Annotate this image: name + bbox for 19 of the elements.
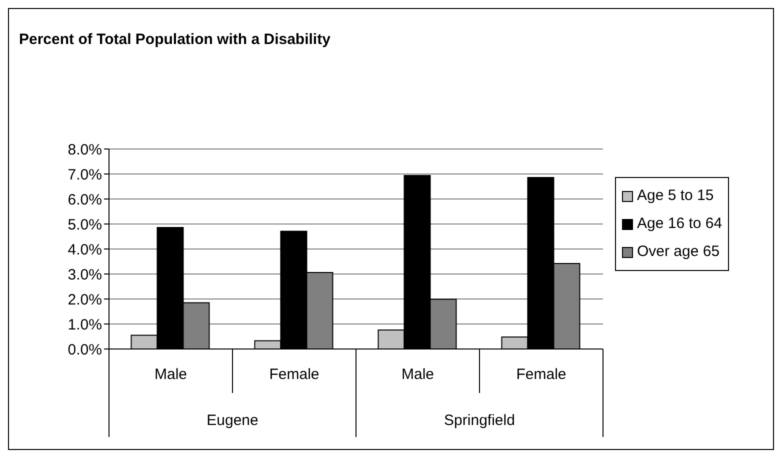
legend-label: Age 5 to 15 (637, 186, 714, 206)
legend-label: Age 16 to 64 (637, 214, 722, 234)
y-tick-label: 8.0% (68, 141, 102, 158)
y-tick-label: 1.0% (68, 316, 102, 334)
y-tick-label: 5.0% (68, 216, 102, 234)
y-tick-label: 4.0% (68, 241, 102, 258)
y-tick-label: 0.0% (68, 341, 102, 358)
y-tick-label: 2.0% (68, 291, 102, 308)
legend-label: Over age 65 (637, 242, 720, 262)
x-tick-label: Male (401, 366, 434, 383)
x-tick-label: Male (154, 366, 188, 383)
chart-title: Percent of Total Population with a Disability (19, 31, 330, 48)
x-tick-label: Female (269, 366, 320, 383)
x-tick-label: Female (516, 366, 566, 383)
y-tick-label: 3.0% (68, 266, 102, 284)
text: Eugene (206, 412, 258, 429)
y-tick-label: 6.0% (68, 191, 102, 208)
y-tick-label: 7.0% (68, 166, 102, 184)
text: Springfield (444, 412, 515, 429)
